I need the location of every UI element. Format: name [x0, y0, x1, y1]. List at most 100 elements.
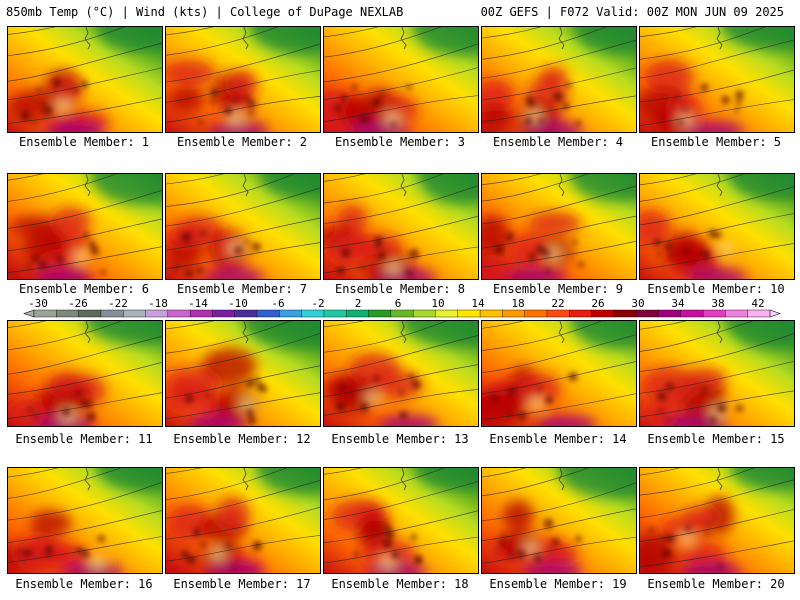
colorbar-tick-label: 34: [671, 297, 685, 310]
ensemble-member-label: Ensemble Member: 19: [489, 577, 627, 591]
colorbar-right-arrow: [769, 309, 781, 318]
temperature-field-map: [482, 174, 636, 279]
ensemble-map-panel: [323, 320, 479, 427]
ensemble-member-label: Ensemble Member: 12: [173, 432, 311, 446]
ensemble-map-panel: [323, 26, 479, 133]
ensemble-map-panel: [639, 173, 795, 280]
ensemble-member-label: Ensemble Member: 11: [15, 432, 153, 446]
colorbar-left-arrow: [23, 309, 35, 318]
temperature-field-map: [324, 174, 478, 279]
colorbar-segment: [256, 309, 280, 318]
colorbar-segment: [635, 309, 659, 318]
colorbar-tick-label: 30: [631, 297, 644, 310]
colorbar-segment: [435, 309, 459, 318]
ensemble-map-panel: [165, 467, 321, 574]
ensemble-map-panel: [481, 173, 637, 280]
colorbar-segment: [591, 309, 615, 318]
run-valid-time: 00Z GEFS | F072 Valid: 00Z MON JUN 09 20…: [480, 5, 784, 19]
colorbar-segment: [680, 309, 704, 318]
colorbar-segment: [100, 309, 124, 318]
colorbar-segment: [123, 309, 147, 318]
colorbar-segment: [412, 309, 436, 318]
colorbar-tick-label: 14: [471, 297, 485, 310]
ensemble-map-panel: [481, 320, 637, 427]
temperature-colorbar: -30 -26 -22 -18 -14 -10 -6 -2 2 6 10 14 18 22 26 30 34 38…: [23, 297, 781, 318]
colorbar-segment: [502, 309, 526, 318]
colorbar-segment: [167, 309, 191, 318]
colorbar-segment: [546, 309, 570, 318]
ensemble-member-label: Ensemble Member: 5: [650, 135, 782, 149]
colorbar-tick-label: -22: [108, 297, 128, 310]
temperature-field-map: [482, 321, 636, 426]
colorbar-segment: [747, 309, 771, 318]
ensemble-map-panel: [165, 320, 321, 427]
ensemble-map-panel: [639, 320, 795, 427]
colorbar-segment: [78, 309, 102, 318]
temperature-field-map: [8, 468, 162, 573]
colorbar-segment: [658, 309, 682, 318]
colorbar-segment: [457, 309, 481, 318]
colorbar-segment: [189, 309, 213, 318]
temperature-field-map: [324, 321, 478, 426]
ensemble-member-label: Ensemble Member: 20: [647, 577, 785, 591]
colorbar-tick-label: 38: [711, 297, 724, 310]
colorbar-segment: [56, 309, 80, 318]
temperature-field-map: [166, 468, 320, 573]
colorbar-segment: [346, 309, 370, 318]
temperature-field-map: [8, 27, 162, 132]
ensemble-member-label: Ensemble Member: 4: [492, 135, 624, 149]
ensemble-member-label: Ensemble Member: 3: [334, 135, 466, 149]
ensemble-map-panel: [639, 467, 795, 574]
temperature-field-map: [640, 321, 794, 426]
ensemble-member-label: Ensemble Member: 15: [647, 432, 785, 446]
ensemble-member-label: Ensemble Member: 17: [173, 577, 311, 591]
colorbar-tick-label: -2: [311, 297, 324, 310]
ensemble-map-panel: [481, 467, 637, 574]
colorbar-tick-label: -18: [148, 297, 168, 310]
temperature-field-map: [324, 27, 478, 132]
colorbar-segment: [725, 309, 749, 318]
ensemble-member-label: Ensemble Member: 9: [492, 282, 624, 296]
colorbar-tick-label: 10: [431, 297, 444, 310]
colorbar-segment: [569, 309, 593, 318]
temperature-field-map: [166, 27, 320, 132]
colorbar-tick-label: 26: [591, 297, 604, 310]
colorbar-tick-label: 42: [751, 297, 764, 310]
ensemble-member-label: Ensemble Member: 10: [647, 282, 785, 296]
map-title: 850mb Temp (°C) | Wind (kts) | College o…: [6, 5, 404, 19]
colorbar-segment: [368, 309, 392, 318]
ensemble-member-label: Ensemble Member: 1: [18, 135, 150, 149]
ensemble-member-label: Ensemble Member: 14: [489, 432, 627, 446]
ensemble-member-label: Ensemble Member: 8: [334, 282, 466, 296]
colorbar-segment: [613, 309, 637, 318]
colorbar-segment: [301, 309, 325, 318]
colorbar-segment: [702, 309, 726, 318]
colorbar-segment: [390, 309, 414, 318]
colorbar-segment: [145, 309, 169, 318]
ensemble-member-label: Ensemble Member: 13: [331, 432, 469, 446]
colorbar-tick-label: 6: [395, 297, 402, 310]
temperature-field-map: [640, 468, 794, 573]
temperature-field-map: [324, 468, 478, 573]
colorbar-segment: [212, 309, 236, 318]
colorbar-segment: [524, 309, 548, 318]
colorbar-tick-label: -30: [28, 297, 48, 310]
temperature-field-map: [8, 321, 162, 426]
ensemble-member-label: Ensemble Member: 2: [176, 135, 308, 149]
temperature-field-map: [8, 174, 162, 279]
temperature-field-map: [640, 174, 794, 279]
colorbar-segment: [33, 309, 57, 318]
temperature-field-map: [640, 27, 794, 132]
temperature-field-map: [482, 468, 636, 573]
ensemble-member-label: Ensemble Member: 18: [331, 577, 469, 591]
colorbar-tick-label: -14: [188, 297, 208, 310]
ensemble-map-panel: [165, 26, 321, 133]
colorbar-tick-label: 18: [511, 297, 524, 310]
ensemble-map-panel: [165, 173, 321, 280]
colorbar-segment: [323, 309, 347, 318]
ensemble-map-panel: [7, 26, 163, 133]
ensemble-map-panel: [7, 320, 163, 427]
ensemble-map-panel: [481, 26, 637, 133]
colorbar-segment: [279, 309, 303, 318]
ensemble-member-label: Ensemble Member: 6: [18, 282, 150, 296]
